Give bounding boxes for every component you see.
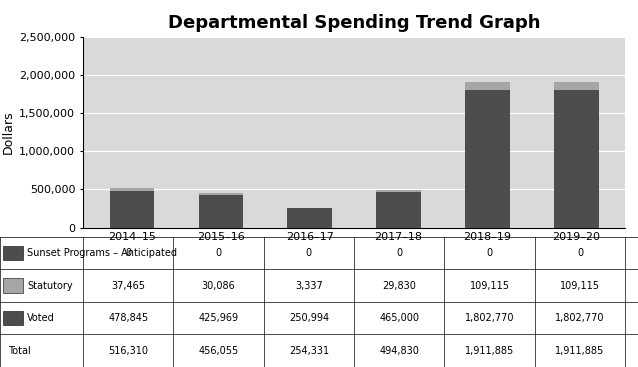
Bar xyxy=(376,190,421,192)
Text: 3,337: 3,337 xyxy=(295,281,323,291)
Text: Voted: Voted xyxy=(27,313,55,323)
Bar xyxy=(110,188,154,191)
Bar xyxy=(198,193,243,195)
Text: Statutory: Statutory xyxy=(27,281,73,291)
Bar xyxy=(198,195,243,228)
Y-axis label: Dollars: Dollars xyxy=(2,110,15,154)
Text: 29,830: 29,830 xyxy=(382,281,416,291)
Bar xyxy=(3,278,23,293)
Text: 37,465: 37,465 xyxy=(111,281,145,291)
Bar xyxy=(110,191,154,228)
Text: 0: 0 xyxy=(396,248,403,258)
Text: 250,994: 250,994 xyxy=(289,313,329,323)
Bar xyxy=(376,192,421,228)
Text: 30,086: 30,086 xyxy=(202,281,235,291)
Title: Departmental Spending Trend Graph: Departmental Spending Trend Graph xyxy=(168,14,540,32)
Bar xyxy=(465,81,510,90)
Text: Sunset Programs – Anticipated: Sunset Programs – Anticipated xyxy=(27,248,177,258)
Text: 465,000: 465,000 xyxy=(379,313,419,323)
Text: 1,802,770: 1,802,770 xyxy=(465,313,514,323)
Text: 109,115: 109,115 xyxy=(560,281,600,291)
Text: 425,969: 425,969 xyxy=(198,313,239,323)
Bar xyxy=(287,208,332,228)
Bar xyxy=(465,90,510,228)
Text: 0: 0 xyxy=(125,248,131,258)
Text: 1,911,885: 1,911,885 xyxy=(556,346,605,356)
Text: 0: 0 xyxy=(306,248,312,258)
Text: 0: 0 xyxy=(487,248,493,258)
Bar xyxy=(554,81,598,90)
Text: 456,055: 456,055 xyxy=(198,346,239,356)
Text: 516,310: 516,310 xyxy=(108,346,148,356)
Text: 109,115: 109,115 xyxy=(470,281,510,291)
Bar xyxy=(554,90,598,228)
Text: 0: 0 xyxy=(577,248,583,258)
Text: 0: 0 xyxy=(216,248,221,258)
Text: 1,911,885: 1,911,885 xyxy=(465,346,514,356)
Bar xyxy=(3,311,23,326)
Text: 494,830: 494,830 xyxy=(380,346,419,356)
Text: 254,331: 254,331 xyxy=(289,346,329,356)
Text: Total: Total xyxy=(8,346,31,356)
Text: 1,802,770: 1,802,770 xyxy=(555,313,605,323)
Text: 478,845: 478,845 xyxy=(108,313,148,323)
Bar xyxy=(3,246,23,260)
